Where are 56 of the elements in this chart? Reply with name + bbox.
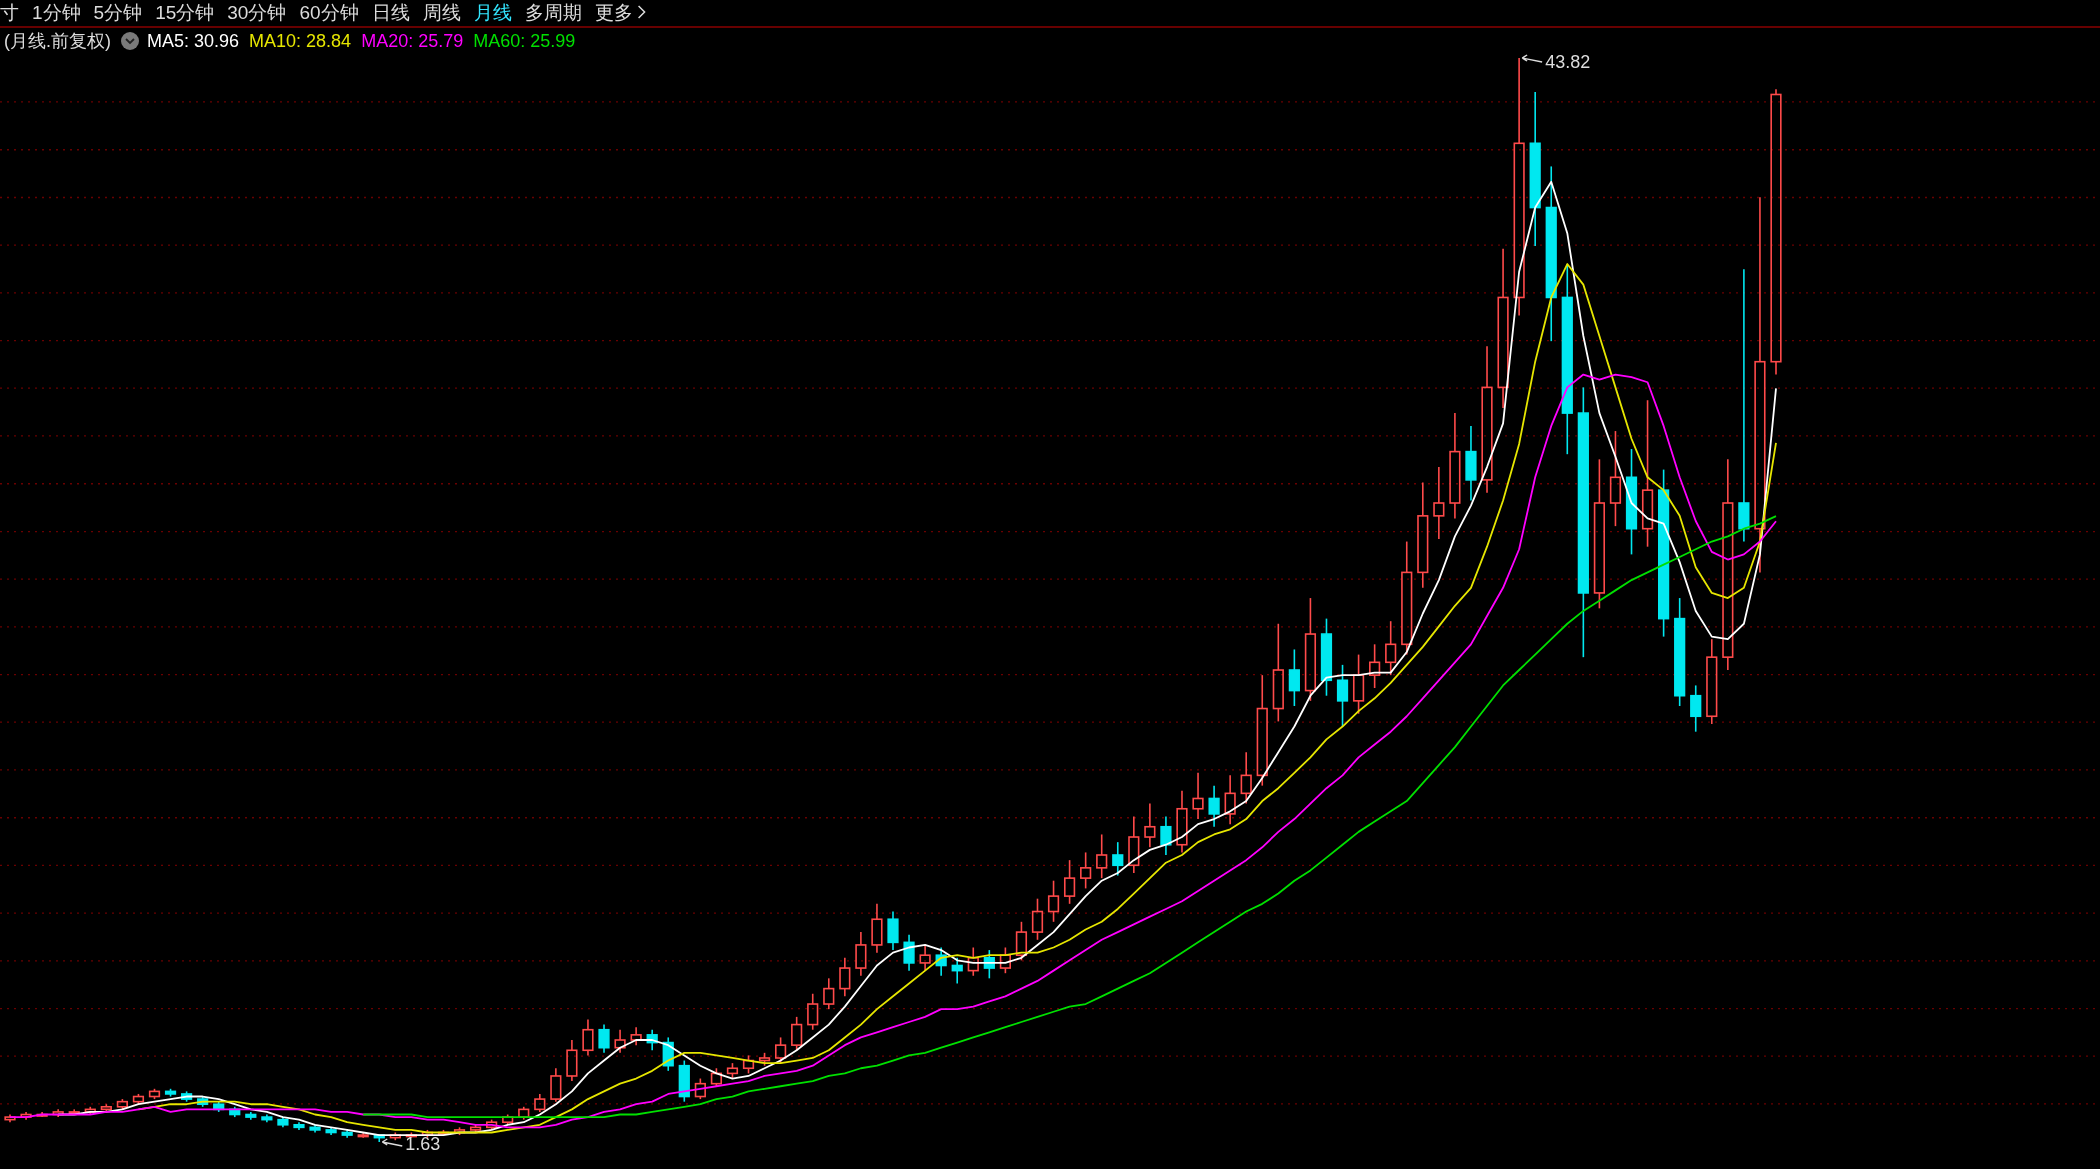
candlestick (1417, 481, 1429, 589)
candlestick (855, 931, 867, 977)
candlestick (1770, 88, 1782, 376)
candlestick (1625, 448, 1638, 556)
candlestick (1176, 789, 1188, 854)
annotation: 1.63 (405, 1134, 441, 1154)
candlestick (839, 956, 851, 998)
chart-title: (月线.前复权) (4, 31, 111, 51)
candlestick (903, 933, 915, 972)
candlestick (1690, 684, 1702, 733)
candlestick (1545, 165, 1557, 342)
candlestick (1449, 412, 1461, 520)
candlestick (1497, 247, 1509, 409)
candlestick (1465, 425, 1477, 502)
candlestick (1513, 57, 1525, 317)
candlestick (614, 1028, 626, 1054)
candlestick (678, 1059, 690, 1103)
candlestick (871, 903, 883, 954)
annotation: 43.82 (1545, 52, 1591, 72)
candlestick (1529, 91, 1541, 247)
candlestick (823, 977, 835, 1010)
candlestick (1160, 815, 1172, 856)
candlestick (20, 1111, 32, 1121)
candlestick (1433, 466, 1445, 540)
candlestick (1128, 815, 1140, 874)
candlestick (1609, 430, 1622, 527)
candlestick (967, 946, 979, 977)
toolbar: 寸 1分钟 5分钟 15分钟 30分钟 60分钟 日线 周线 月线 多周期 更多 (0, 2, 646, 23)
candlestick (1208, 784, 1220, 828)
candlestick (1096, 833, 1108, 879)
candlestick (1144, 802, 1156, 849)
candlestick (1722, 458, 1734, 671)
candlestick (919, 944, 931, 972)
legend: MA5: 30.96 MA10: 28.84 MA20: 25.79 MA60: 25.99 (121, 31, 576, 51)
candlestick (1224, 774, 1236, 825)
candlestick (1577, 386, 1589, 658)
candlestick (518, 1106, 530, 1121)
candlestick (566, 1039, 578, 1082)
candlestick (52, 1108, 64, 1118)
price-note: 43.82 (1521, 52, 1591, 72)
candlestick (550, 1067, 562, 1103)
candlestick (1192, 771, 1204, 820)
candlestick (630, 1026, 642, 1046)
price-note: 1.63 (381, 1134, 441, 1154)
candlestick (245, 1111, 257, 1121)
candlestick (887, 910, 899, 951)
candlestick (1706, 638, 1718, 725)
candlestick (1112, 841, 1124, 877)
candlestick (598, 1023, 610, 1054)
candlestick (1738, 268, 1750, 543)
candlestick (534, 1093, 546, 1113)
candlestick (582, 1018, 594, 1057)
candlestick (293, 1121, 305, 1131)
candlestick (1561, 263, 1573, 455)
candlestick (807, 992, 819, 1031)
candlestick (1481, 345, 1493, 494)
